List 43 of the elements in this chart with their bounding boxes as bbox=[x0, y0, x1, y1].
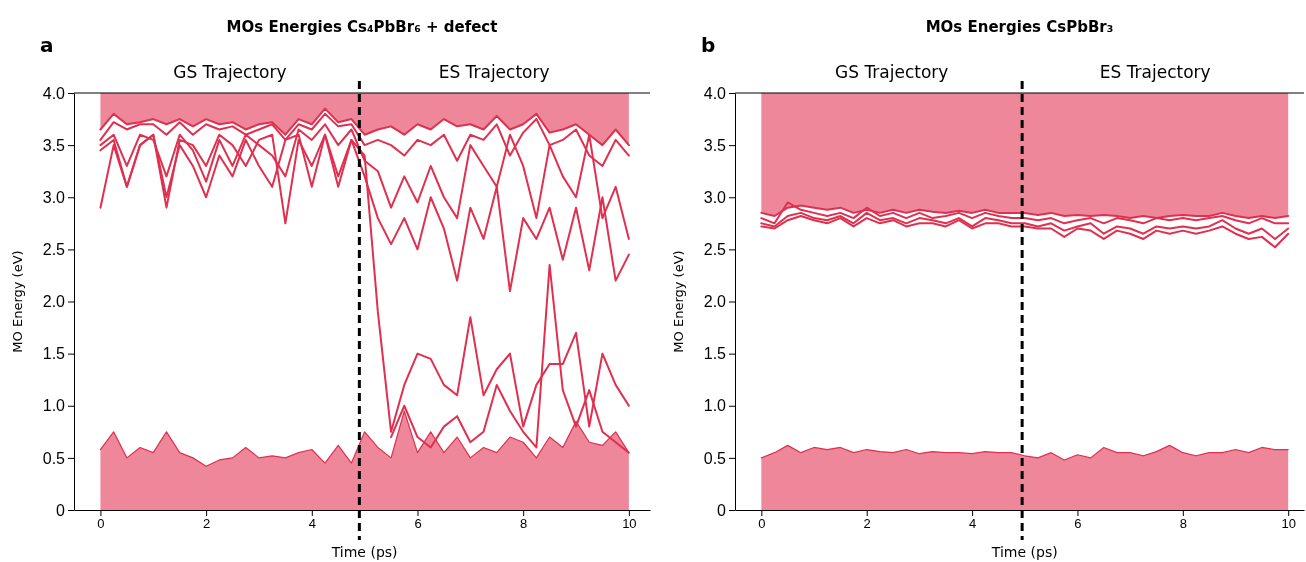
x-tick-label: 10 bbox=[622, 516, 637, 532]
y-tick-label: 2.0 bbox=[42, 293, 66, 311]
y-axis-title: MO Energy (eV) bbox=[671, 250, 686, 353]
x-axis-title: Time (ps) bbox=[990, 544, 1058, 560]
chart-title: MOs Energies CsPbBr₃ bbox=[925, 18, 1114, 36]
line-series bbox=[760, 215, 1290, 249]
x-tick-label: 6 bbox=[414, 516, 422, 532]
text: ES Trajectory bbox=[1099, 62, 1211, 82]
y-tick-label: 0 bbox=[717, 501, 727, 519]
x-tick-label: 2 bbox=[202, 516, 211, 532]
text: GS Trajectory bbox=[173, 62, 287, 82]
y-axis-title: MO Energy (eV) bbox=[10, 250, 25, 353]
y-tick-label: 0 bbox=[56, 501, 66, 519]
x-tick-label: 10 bbox=[1281, 516, 1296, 532]
x-tick-label: 0 bbox=[97, 516, 105, 532]
text: a bbox=[40, 33, 54, 57]
y-tick-label: 0.5 bbox=[703, 449, 727, 467]
x-tick-label: 8 bbox=[1179, 516, 1187, 532]
x-tick-label: 0 bbox=[758, 516, 766, 532]
y-tick-label: 2.5 bbox=[42, 240, 66, 258]
y-tick-label: 1.5 bbox=[703, 345, 727, 363]
y-tick-label: 3.5 bbox=[42, 136, 66, 154]
x-tick-label: 4 bbox=[968, 516, 977, 532]
y-tick-label: 2.5 bbox=[703, 240, 727, 258]
text: b bbox=[701, 33, 716, 57]
x-tick-label: 6 bbox=[1074, 516, 1082, 532]
y-tick-label: 2.0 bbox=[703, 293, 727, 311]
x-axis-title: Time (ps) bbox=[330, 544, 398, 560]
chart-title: MOs Energies Cs₄PbBr₆ + defect bbox=[226, 18, 498, 36]
y-tick-label: 1.5 bbox=[42, 345, 66, 363]
x-tick-label: 4 bbox=[308, 516, 316, 532]
y-tick-label: 3.5 bbox=[703, 136, 727, 154]
y-tick-label: 1.0 bbox=[703, 397, 727, 415]
x-tick-label: 8 bbox=[520, 516, 528, 532]
x-tick-label: 2 bbox=[863, 516, 871, 532]
y-tick-label: 1.0 bbox=[42, 397, 66, 415]
y-tick-label: 4.0 bbox=[42, 84, 66, 102]
y-tick-label: 3.0 bbox=[42, 188, 66, 206]
text: GS Trajectory bbox=[835, 62, 949, 82]
y-tick-label: 4.0 bbox=[703, 84, 727, 102]
y-tick-label: 0.5 bbox=[42, 449, 66, 467]
text: ES Trajectory bbox=[438, 62, 550, 82]
y-tick-label: 3.0 bbox=[703, 188, 727, 206]
